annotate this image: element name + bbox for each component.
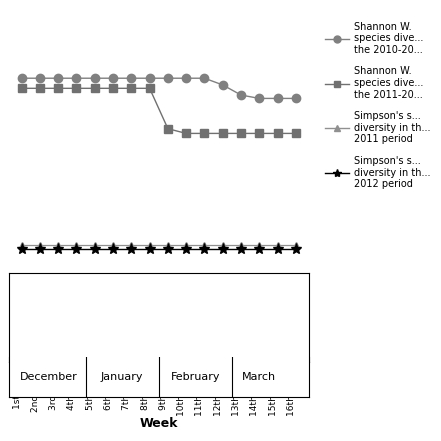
Legend: Shannon W.
species dive...
the 2010-20..., Shannon W.
species dive...
the 2011-2: Shannon W. species dive... the 2010-20..… <box>321 18 434 193</box>
Text: March: March <box>242 372 277 382</box>
Text: December: December <box>20 372 78 382</box>
Text: Week: Week <box>139 417 178 430</box>
Text: February: February <box>171 372 220 382</box>
Text: January: January <box>101 372 143 382</box>
